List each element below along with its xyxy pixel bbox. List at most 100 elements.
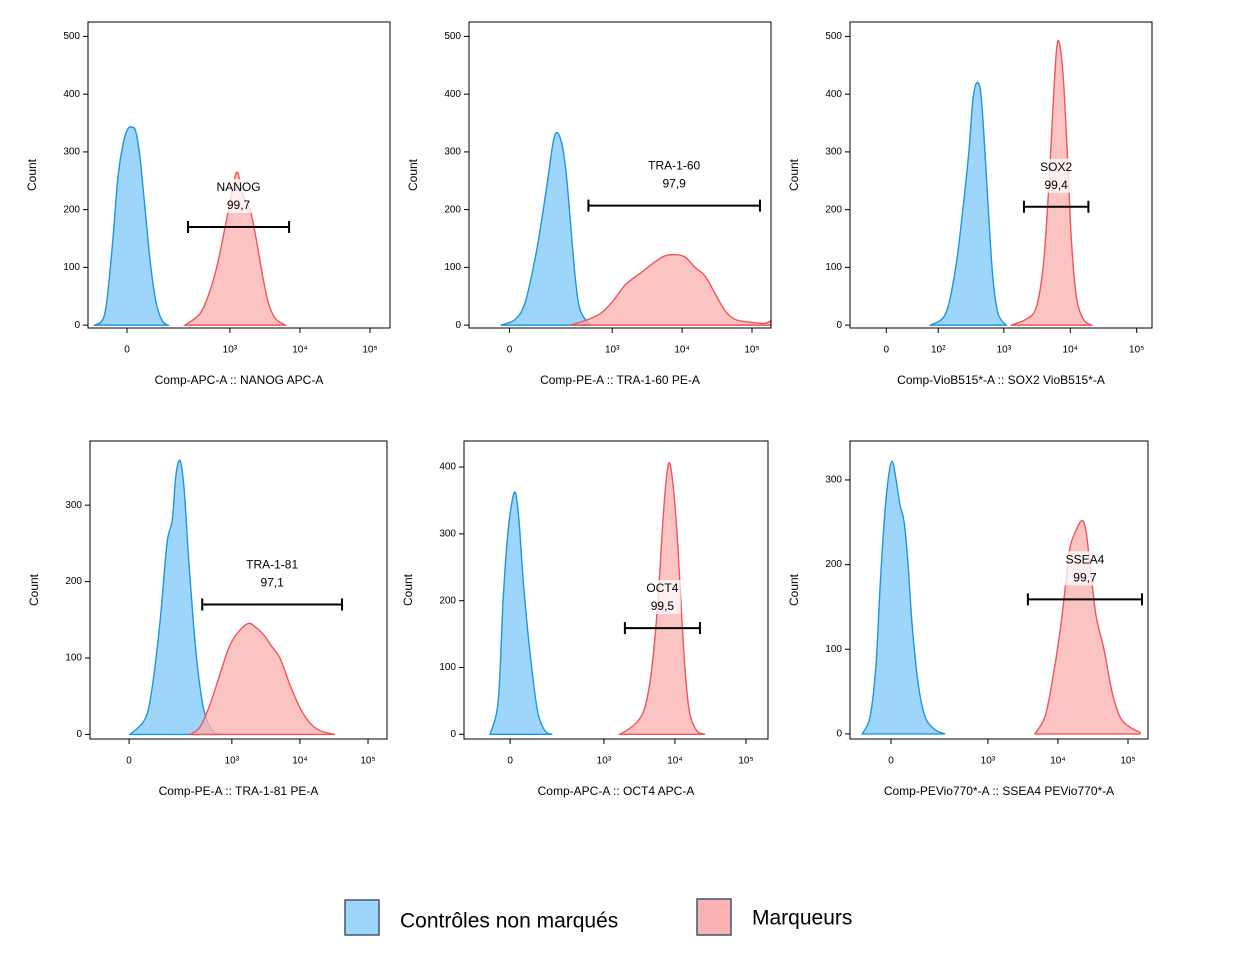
- y-tick-label: 200: [444, 204, 461, 215]
- x-tick-label: 10³: [981, 756, 996, 767]
- x-tick-label: 10²: [931, 345, 946, 356]
- x-tick-label: 10⁵: [1129, 345, 1144, 356]
- y-tick-label: 0: [836, 729, 842, 740]
- x-axis-title: Comp-PE-A :: TRA-1-60 PE-A: [540, 373, 700, 387]
- gate-label-bg: [1063, 551, 1107, 586]
- legend-swatch: [344, 899, 380, 936]
- y-tick-label: 400: [439, 462, 456, 473]
- x-axis-title: Comp-APC-A :: OCT4 APC-A: [538, 784, 695, 798]
- plot-frame: [849, 21, 1153, 329]
- y-tick-label: 200: [825, 559, 842, 570]
- plot-frame: [849, 440, 1149, 740]
- gate-name: SOX2: [1040, 160, 1072, 174]
- y-tick-label: 0: [74, 320, 80, 331]
- y-tick-label: 300: [444, 147, 461, 158]
- gate: [201, 598, 344, 611]
- plot-frame: [87, 21, 391, 329]
- gate: [587, 199, 761, 212]
- plot-frame: [468, 21, 772, 329]
- x-tick-label: 10⁴: [1050, 756, 1065, 767]
- gate-label-bg: [244, 556, 301, 591]
- x-tick-label: 10³: [997, 345, 1012, 356]
- y-tick-label: 100: [439, 662, 456, 673]
- histogram-area: [489, 491, 553, 736]
- y-tick-label: 500: [825, 31, 842, 42]
- x-tick-label: 0: [126, 756, 132, 767]
- y-tick-label: 100: [825, 262, 842, 273]
- gate-name: SSEA4: [1066, 552, 1105, 566]
- y-tick-label: 400: [825, 89, 842, 100]
- y-tick-label: 300: [825, 147, 842, 158]
- histogram-area: [570, 253, 771, 326]
- x-tick-label: 0: [124, 345, 130, 356]
- x-axis-title: Comp-PE-A :: TRA-1-81 PE-A: [159, 784, 319, 798]
- x-tick-label: 10⁵: [744, 345, 759, 356]
- legend-label: Marqueurs: [752, 907, 852, 930]
- x-tick-label: 0: [888, 756, 894, 767]
- x-tick-label: 10⁵: [360, 756, 375, 767]
- y-tick-label: 0: [450, 729, 456, 740]
- x-tick-label: 10⁴: [292, 345, 307, 356]
- x-tick-label: 10⁴: [667, 756, 682, 767]
- gate-percent: 99,7: [1073, 570, 1097, 584]
- y-tick-label: 400: [444, 89, 461, 100]
- y-tick-label: 100: [63, 262, 80, 273]
- y-tick-label: 100: [825, 644, 842, 655]
- y-tick-label: 300: [825, 475, 842, 486]
- y-axis-title: Count: [406, 158, 420, 191]
- histogram-area: [188, 622, 336, 736]
- y-tick-label: 300: [439, 529, 456, 540]
- x-tick-label: 10³: [605, 345, 620, 356]
- histogram-area: [128, 459, 221, 736]
- y-tick-label: 500: [63, 31, 80, 42]
- gate-percent: 97,1: [260, 576, 284, 590]
- histogram-area: [1033, 519, 1141, 735]
- histogram-area: [928, 81, 1008, 326]
- x-tick-label: 10⁴: [674, 345, 689, 356]
- y-tick-label: 500: [444, 31, 461, 42]
- gate: [623, 622, 701, 635]
- y-axis-title: Count: [401, 573, 415, 606]
- y-tick-label: 200: [439, 595, 456, 606]
- x-axis-title: Comp-VioB515*-A :: SOX2 VioB515*-A: [897, 373, 1105, 387]
- x-tick-label: 10⁵: [362, 345, 377, 356]
- y-tick-label: 200: [63, 204, 80, 215]
- x-tick-label: 10⁴: [292, 756, 307, 767]
- y-tick-label: 200: [65, 576, 82, 587]
- y-tick-label: 300: [65, 500, 82, 511]
- gate-name: OCT4: [646, 581, 678, 595]
- gate-label-bg: [646, 157, 703, 192]
- histogram-area: [93, 126, 171, 326]
- y-tick-label: 0: [455, 320, 461, 331]
- y-tick-label: 100: [444, 262, 461, 273]
- y-tick-label: 0: [76, 729, 82, 740]
- histogram-area: [861, 460, 946, 735]
- gate-percent: 99,7: [227, 198, 251, 212]
- y-tick-label: 200: [825, 204, 842, 215]
- legend-swatch: [696, 898, 732, 936]
- x-tick-label: 0: [507, 345, 513, 356]
- panel: 0 100 200 300 400 500 0 10² 10³ 10⁴ 10⁵ Comp-VioB51…: [787, 21, 1153, 387]
- y-tick-label: 100: [65, 653, 82, 664]
- x-axis-title: Comp-APC-A :: NANOG APC-A: [155, 373, 324, 387]
- gate-label-bg: [644, 580, 681, 615]
- gate: [187, 220, 291, 233]
- x-tick-label: 0: [884, 345, 890, 356]
- x-axis-title: Comp-PEVio770*-A :: SSEA4 PEVio770*-A: [884, 784, 1114, 798]
- x-tick-label: 10⁴: [1063, 345, 1078, 356]
- legend-label: Contrôles non marqués: [400, 910, 618, 933]
- y-axis-title: Count: [25, 158, 39, 191]
- gate-name: TRA-1-60: [648, 159, 700, 173]
- x-tick-label: 10³: [225, 756, 240, 767]
- gate-label-bg: [1038, 158, 1075, 193]
- y-tick-label: 0: [836, 320, 842, 331]
- gate: [1022, 200, 1090, 213]
- y-tick-label: 300: [63, 147, 80, 158]
- gate-name: TRA-1-81: [246, 558, 298, 572]
- plot-frame: [89, 440, 388, 740]
- y-tick-label: 400: [63, 89, 80, 100]
- gate-name: NANOG: [217, 180, 261, 194]
